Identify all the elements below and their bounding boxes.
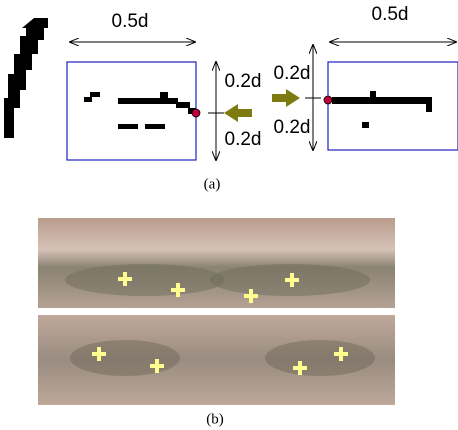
left-pixels [84,92,196,129]
corner-dot [192,109,200,117]
height-label: 0.2d [225,71,262,92]
green-arrow [272,89,300,107]
right-box [328,62,458,150]
height-label: 0.2d [274,117,311,138]
left-box [67,62,196,160]
corner-dot [324,96,332,104]
width-label: 0.5d [112,11,149,32]
panel-a: 0.5d 0.5d 0.2d 0.2d 0.2d 0.2d (a) [4,4,458,192]
caption: (b) [206,411,224,427]
figure: 0.5d 0.5d 0.2d 0.2d 0.2d 0.2d (a) (b) [0,0,458,430]
width-label: 0.5d [372,4,409,25]
height-label: 0.2d [225,129,262,150]
right-pixels [332,91,432,128]
eye-image [38,218,395,308]
stroke-glyph [4,18,48,138]
caption: (a) [204,176,221,192]
green-arrow [224,104,252,122]
height-label: 0.2d [274,63,311,84]
panel-b: (b) [38,218,395,427]
